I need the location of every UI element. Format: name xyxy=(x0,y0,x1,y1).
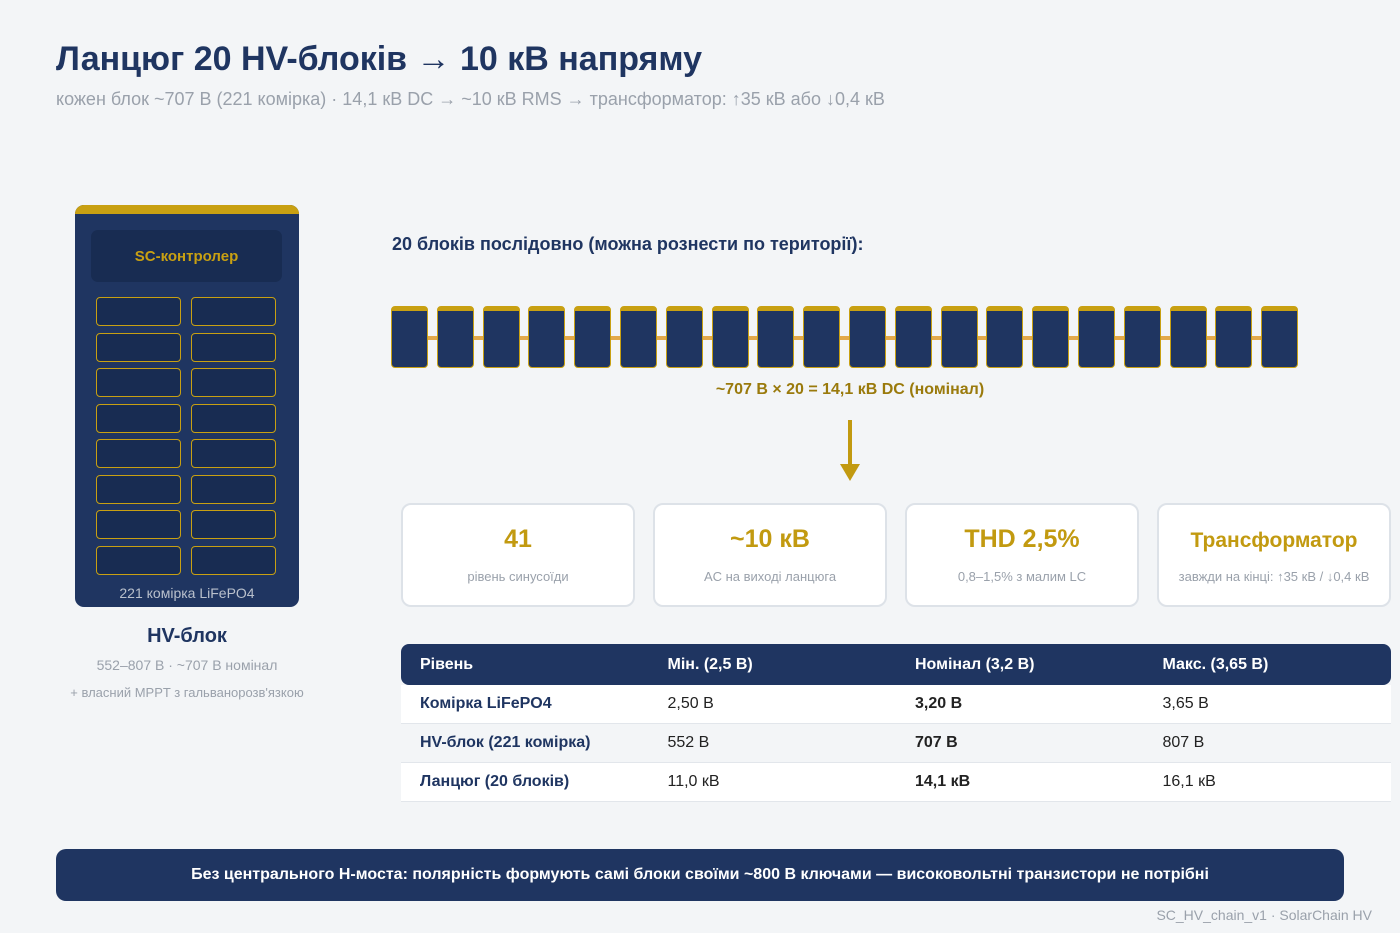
table-cell: 807 В xyxy=(1162,734,1205,751)
sc-controller: SC-контролер xyxy=(91,230,282,282)
battery-cell xyxy=(191,439,276,468)
table-cell: Ланцюг (20 блоків) xyxy=(420,773,570,790)
table-cell: 16,1 кВ xyxy=(1162,773,1216,790)
table-cell: 707 В xyxy=(915,734,958,751)
info-banner: Без центрального H-моста: полярність фор… xyxy=(56,849,1344,901)
battery-cell xyxy=(191,510,276,539)
battery-cell xyxy=(96,474,181,504)
chain-block xyxy=(711,306,749,368)
chain-block xyxy=(986,306,1024,368)
hv-block-cells-caption: 221 комірка LiFePO4 xyxy=(119,585,255,601)
card-levels: 41 рівень синусоїди xyxy=(401,503,635,607)
battery-cell xyxy=(191,403,276,433)
hv-block-name: HV-блок xyxy=(147,625,227,647)
chain-block xyxy=(528,306,566,368)
chain-block xyxy=(1078,306,1115,368)
battery-cell xyxy=(191,332,276,362)
table-cell: 11,0 кВ xyxy=(667,773,720,790)
chain-block xyxy=(1123,306,1161,368)
chain-block xyxy=(1032,306,1070,368)
table-row: Комірка LiFePO4 2,50 В 3,20 В 3,65 В xyxy=(401,685,1391,724)
battery-cell xyxy=(96,332,181,362)
card-label: AC на виході ланцюга xyxy=(703,569,837,584)
cell-grid xyxy=(96,297,277,576)
chain-block xyxy=(574,306,612,368)
card-label: рівень синусоїди xyxy=(467,569,569,584)
card-label: завжди на кінці: ↑35 кВ / ↓0,4 кВ xyxy=(1178,569,1370,584)
battery-cell xyxy=(96,510,181,539)
table-row: Ланцюг (20 блоків) 11,0 кВ 14,1 кВ 16,1 … xyxy=(401,763,1391,802)
hv-block-extra: + власний MPPT з гальванорозв'язкою xyxy=(70,685,304,700)
card-value: Трансформатор xyxy=(1190,529,1358,552)
arrow-down-icon xyxy=(840,420,860,481)
chain-block xyxy=(391,306,428,368)
battery-cell xyxy=(96,439,181,468)
battery-cell xyxy=(96,297,181,326)
chain-connector-line xyxy=(391,336,1297,340)
chain-block xyxy=(849,306,886,368)
table-cell: HV-блок (221 комірка) xyxy=(420,734,591,751)
card-value: THD 2,5% xyxy=(964,525,1080,553)
table-cell: 552 В xyxy=(667,734,710,751)
hv-block-diagram: SC-контролер 221 комірка LiFePO4 xyxy=(75,205,299,607)
block-chain xyxy=(391,306,1301,370)
card-transformer: Трансформатор завжди на кінці: ↑35 кВ / … xyxy=(1157,503,1391,607)
chain-formula: ~707 В × 20 = 14,1 кВ DC (номінал) xyxy=(715,381,985,398)
battery-cell xyxy=(191,368,276,397)
card-label: 0,8–1,5% з малим LC xyxy=(957,569,1087,584)
battery-cell xyxy=(191,297,276,326)
table-header-cell: Мін. (2,5 В) xyxy=(667,655,753,673)
chain-block xyxy=(803,306,841,368)
page-subtitle: кожен блок ~707 В (221 комірка) · 14,1 к… xyxy=(56,89,885,109)
card-thd: THD 2,5% 0,8–1,5% з малим LC xyxy=(905,503,1139,607)
chain-block xyxy=(482,306,520,368)
chain-block xyxy=(940,306,978,368)
chain-label: 20 блоків послідовно (можна рознести по … xyxy=(392,234,864,254)
table-header: Рівень Мін. (2,5 В) Номінал (3,2 В) Макс… xyxy=(401,644,1391,685)
battery-cell xyxy=(191,474,276,504)
hv-block-range: 552–807 В · ~707 В номінал xyxy=(96,657,278,673)
card-value: ~10 кВ xyxy=(730,525,810,553)
battery-cell xyxy=(96,545,181,575)
table-cell: 14,1 кВ xyxy=(915,773,971,790)
chain-block xyxy=(665,306,703,368)
chain-block xyxy=(1215,306,1253,368)
table-cell: 3,65 В xyxy=(1162,695,1209,712)
table-row: HV-блок (221 комірка) 552 В 707 В 807 В xyxy=(401,724,1391,763)
hv-block-terminal xyxy=(75,205,299,214)
chain-block xyxy=(436,306,474,368)
table-cell: 2,50 В xyxy=(667,695,714,712)
battery-cell xyxy=(191,545,276,575)
chain-block xyxy=(757,306,795,368)
voltage-table: Рівень Мін. (2,5 В) Номінал (3,2 В) Макс… xyxy=(401,644,1391,802)
battery-cell xyxy=(96,403,181,433)
card-output-voltage: ~10 кВ AC на виході ланцюга xyxy=(653,503,887,607)
battery-cell xyxy=(96,368,181,397)
chain-block xyxy=(1169,306,1207,368)
footer-credit: SC_HV_chain_v1 · SolarChain HV xyxy=(1156,907,1372,923)
table-header-cell: Рівень xyxy=(420,655,474,673)
table-cell: 3,20 В xyxy=(915,695,963,712)
table-header-cell: Номінал (3,2 В) xyxy=(915,655,1035,673)
chain-block xyxy=(1261,306,1299,368)
page-title: Ланцюг 20 HV-блоків → 10 кВ напряму xyxy=(56,40,702,78)
card-value: 41 xyxy=(504,525,532,553)
chain-block xyxy=(894,306,932,368)
chain-block xyxy=(620,306,657,368)
table-cell: Комірка LiFePO4 xyxy=(420,695,552,712)
table-header-cell: Макс. (3,65 В) xyxy=(1162,655,1269,673)
